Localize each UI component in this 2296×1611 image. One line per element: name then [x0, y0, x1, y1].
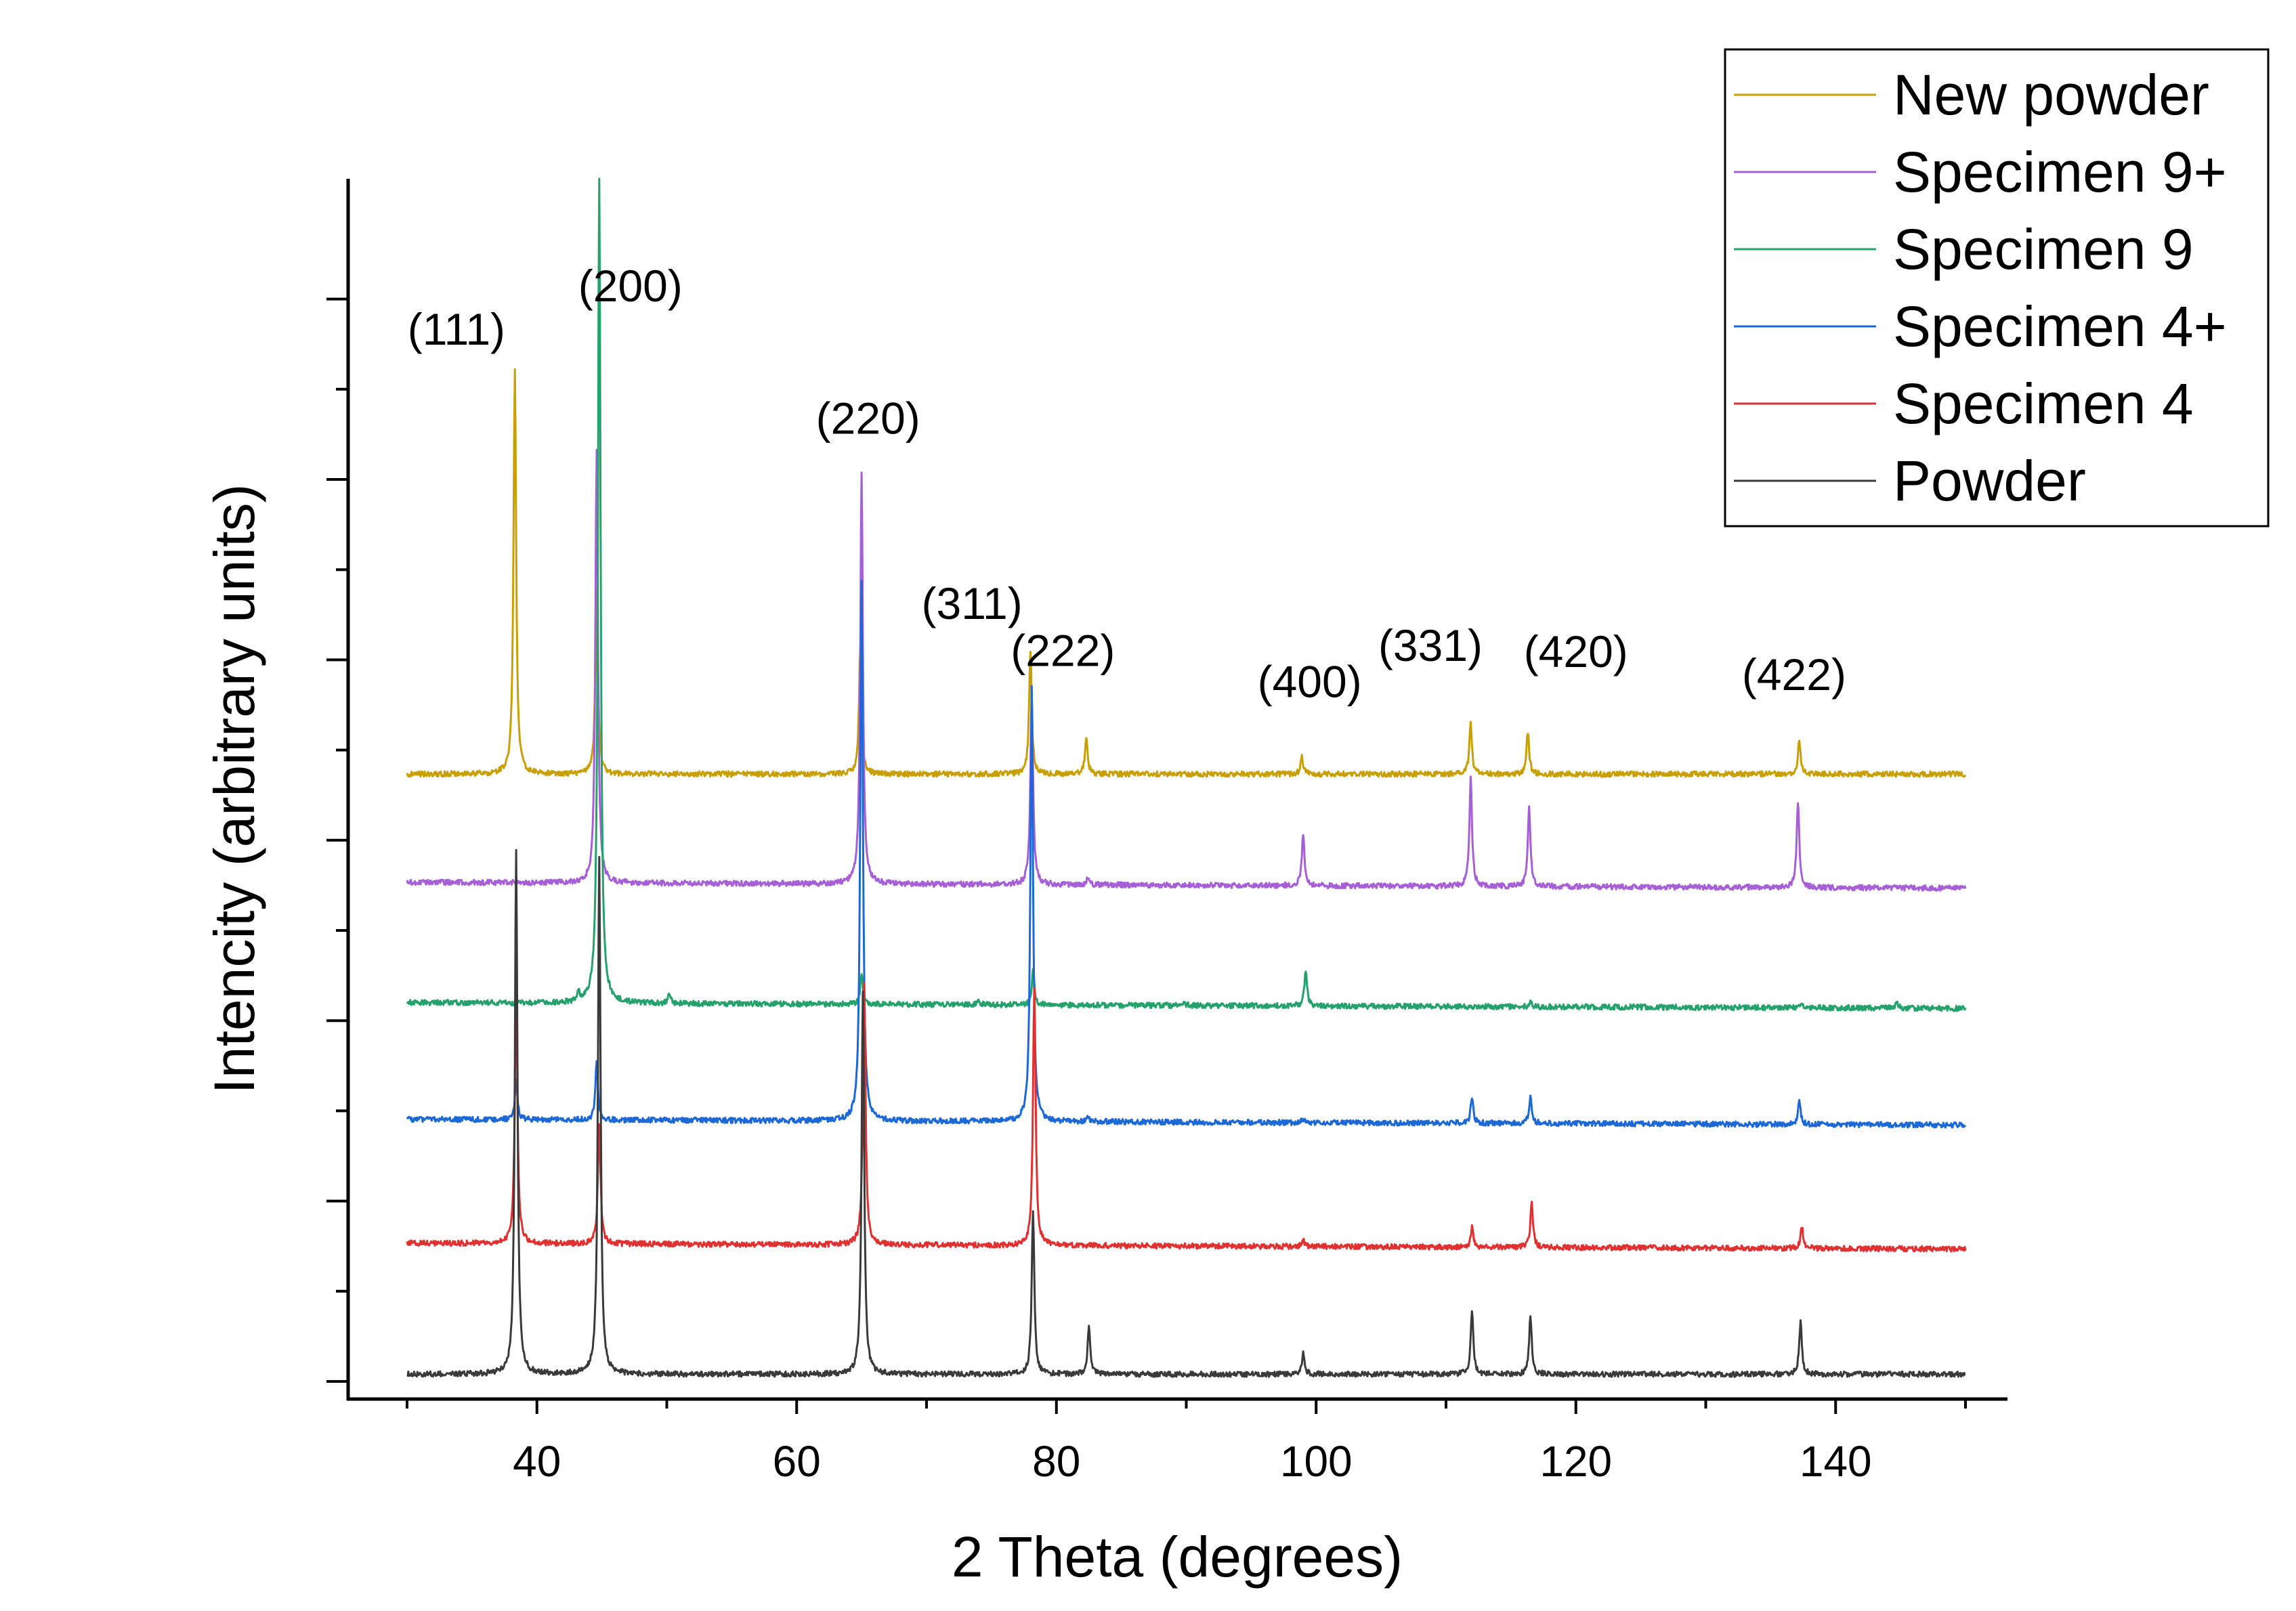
- peak-label: (200): [578, 261, 683, 311]
- legend-entry: Specimen 9: [1893, 217, 2194, 281]
- peak-label: (331): [1378, 620, 1483, 670]
- peak-label: (311): [922, 578, 1023, 628]
- peak-label: (400): [1258, 656, 1362, 706]
- legend-box: [1724, 48, 2270, 528]
- legend-entry: Specimen 4+: [1893, 295, 2227, 358]
- y-axis-title: Intencity (arbitrary units): [203, 484, 266, 1094]
- x-tick-label: 40: [513, 1437, 561, 1486]
- series-line-specimen-9: [406, 448, 1967, 892]
- series-line-new-powder: [406, 368, 1967, 778]
- x-tick-label: 60: [773, 1437, 821, 1486]
- x-tick-label: 140: [1800, 1437, 1872, 1486]
- x-tick-label: 80: [1032, 1437, 1080, 1486]
- x-axis-title: 2 Theta (degrees): [952, 1525, 1403, 1589]
- peak-label: (222): [1011, 625, 1115, 675]
- series-group: [406, 177, 1967, 1378]
- legend-entry: Specimen 9+: [1893, 140, 2227, 204]
- series-line-specimen-4: [406, 981, 1967, 1253]
- peak-label: (422): [1742, 649, 1846, 700]
- peak-label: (420): [1524, 626, 1628, 676]
- ticks: 40 60 80 100 120 140: [326, 297, 1967, 1486]
- legend-entry: Powder: [1893, 449, 2086, 513]
- legend-entry: New powder: [1893, 63, 2209, 127]
- peak-labels: (111) (200) (220) (311)(222) (400) (331) (420)…: [408, 261, 1846, 706]
- x-tick-label: 100: [1280, 1437, 1353, 1486]
- legend-entry: Specimen 4: [1893, 372, 2194, 435]
- legend: New powder Specimen 9+ Specimen 9 Specimen …: [1724, 48, 2270, 528]
- peak-label: (111): [408, 304, 505, 354]
- series-line-specimen-9: [406, 177, 1967, 1012]
- axes: [346, 179, 2007, 1401]
- x-tick-label: 120: [1539, 1437, 1612, 1486]
- series-line-powder: [406, 849, 1966, 1378]
- peak-label: (220): [816, 393, 920, 444]
- series-line-specimen-4: [406, 580, 1967, 1129]
